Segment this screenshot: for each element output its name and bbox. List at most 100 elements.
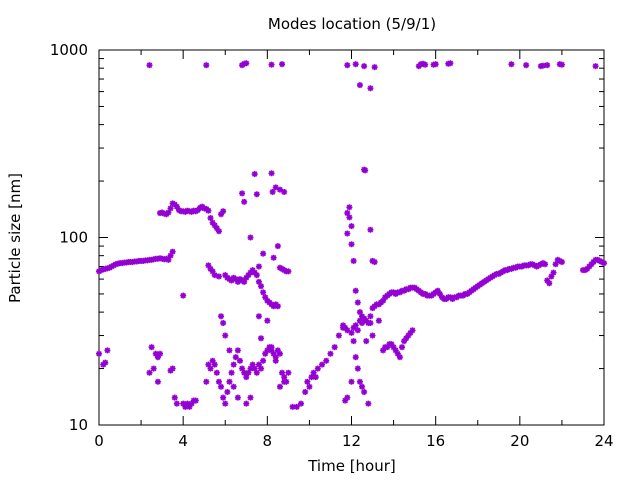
data-point: [354, 327, 361, 334]
data-point: [394, 350, 401, 357]
axis-ticks: [98, 49, 605, 426]
data-point: [323, 357, 330, 364]
data-point: [331, 344, 338, 351]
data-point: [375, 317, 382, 324]
data-point: [241, 198, 248, 205]
data-point: [220, 208, 227, 215]
data-point: [228, 369, 235, 376]
data-point: [258, 335, 265, 342]
data-point: [146, 62, 153, 69]
data-point: [148, 344, 155, 351]
data-point: [344, 394, 351, 401]
data-point: [247, 234, 254, 241]
data-point: [180, 292, 187, 299]
data-point: [327, 350, 334, 357]
data-point: [346, 204, 353, 211]
x-tick-label: 8: [263, 432, 273, 450]
data-point: [356, 378, 363, 385]
data-point: [173, 400, 180, 407]
data-point: [258, 283, 265, 290]
data-point: [348, 223, 355, 230]
data-point: [224, 388, 231, 395]
data-point: [314, 365, 321, 372]
data-point: [272, 184, 279, 191]
x-tick-label: 4: [178, 432, 188, 450]
data-point: [205, 207, 212, 214]
data-point: [230, 383, 237, 390]
data-points: [96, 60, 607, 410]
data-point: [396, 354, 403, 361]
data-point: [293, 403, 300, 410]
data-point: [544, 62, 551, 69]
data-point: [272, 357, 279, 364]
data-point: [371, 64, 378, 71]
data-point: [354, 365, 361, 372]
data-point: [601, 260, 607, 267]
data-point: [279, 61, 286, 68]
data-point: [344, 62, 351, 69]
data-point: [239, 190, 246, 197]
data-point: [253, 369, 260, 376]
data-point: [371, 259, 378, 266]
data-point: [258, 365, 265, 372]
data-point: [234, 394, 241, 401]
data-point: [264, 317, 271, 324]
data-point: [213, 369, 220, 376]
x-tick-label: 20: [510, 432, 529, 450]
y-tick-label: 1000: [50, 41, 88, 59]
data-point: [276, 186, 283, 193]
data-point: [352, 322, 359, 329]
data-point: [361, 388, 368, 395]
data-point: [268, 344, 275, 351]
data-point: [508, 61, 515, 68]
data-point: [354, 299, 361, 306]
data-point: [274, 303, 281, 310]
data-point: [558, 61, 565, 68]
data-point: [359, 383, 366, 390]
data-point: [253, 191, 260, 198]
data-point: [422, 61, 429, 68]
data-point: [220, 319, 227, 326]
data-point: [150, 365, 157, 372]
data-point: [218, 313, 225, 320]
data-point: [104, 347, 111, 354]
data-point: [306, 383, 313, 390]
data-point: [356, 82, 363, 89]
data-point: [211, 361, 218, 368]
chart-title: Modes location (5/9/1): [268, 15, 436, 33]
data-point: [220, 394, 227, 401]
data-point: [169, 365, 176, 372]
data-point: [215, 228, 222, 235]
data-point: [363, 338, 370, 345]
data-point: [367, 226, 374, 233]
data-point: [348, 378, 355, 385]
data-point: [232, 354, 239, 361]
data-point: [361, 317, 368, 324]
x-tick-label: 24: [594, 432, 613, 450]
data-point: [157, 350, 164, 357]
data-point: [268, 170, 275, 177]
data-point: [226, 347, 233, 354]
data-point: [269, 188, 276, 195]
x-tick-label: 12: [342, 432, 361, 450]
data-point: [270, 254, 277, 261]
data-point: [558, 259, 565, 266]
data-point: [243, 60, 250, 67]
data-point: [352, 61, 359, 68]
data-point: [171, 394, 178, 401]
data-point: [96, 350, 102, 357]
data-point: [274, 243, 281, 250]
data-point: [312, 374, 319, 381]
data-point: [319, 361, 326, 368]
axis-tick-labels: 0 4 8 12 16 20 24 10 100 1000: [50, 41, 614, 450]
data-point: [218, 383, 225, 390]
data-point: [350, 257, 357, 264]
data-point: [409, 327, 416, 334]
data-point: [268, 61, 275, 68]
data-point: [260, 289, 267, 296]
data-point: [546, 280, 553, 287]
data-point: [243, 400, 250, 407]
data-point: [222, 400, 229, 407]
data-point: [192, 397, 199, 404]
data-point: [154, 378, 161, 385]
